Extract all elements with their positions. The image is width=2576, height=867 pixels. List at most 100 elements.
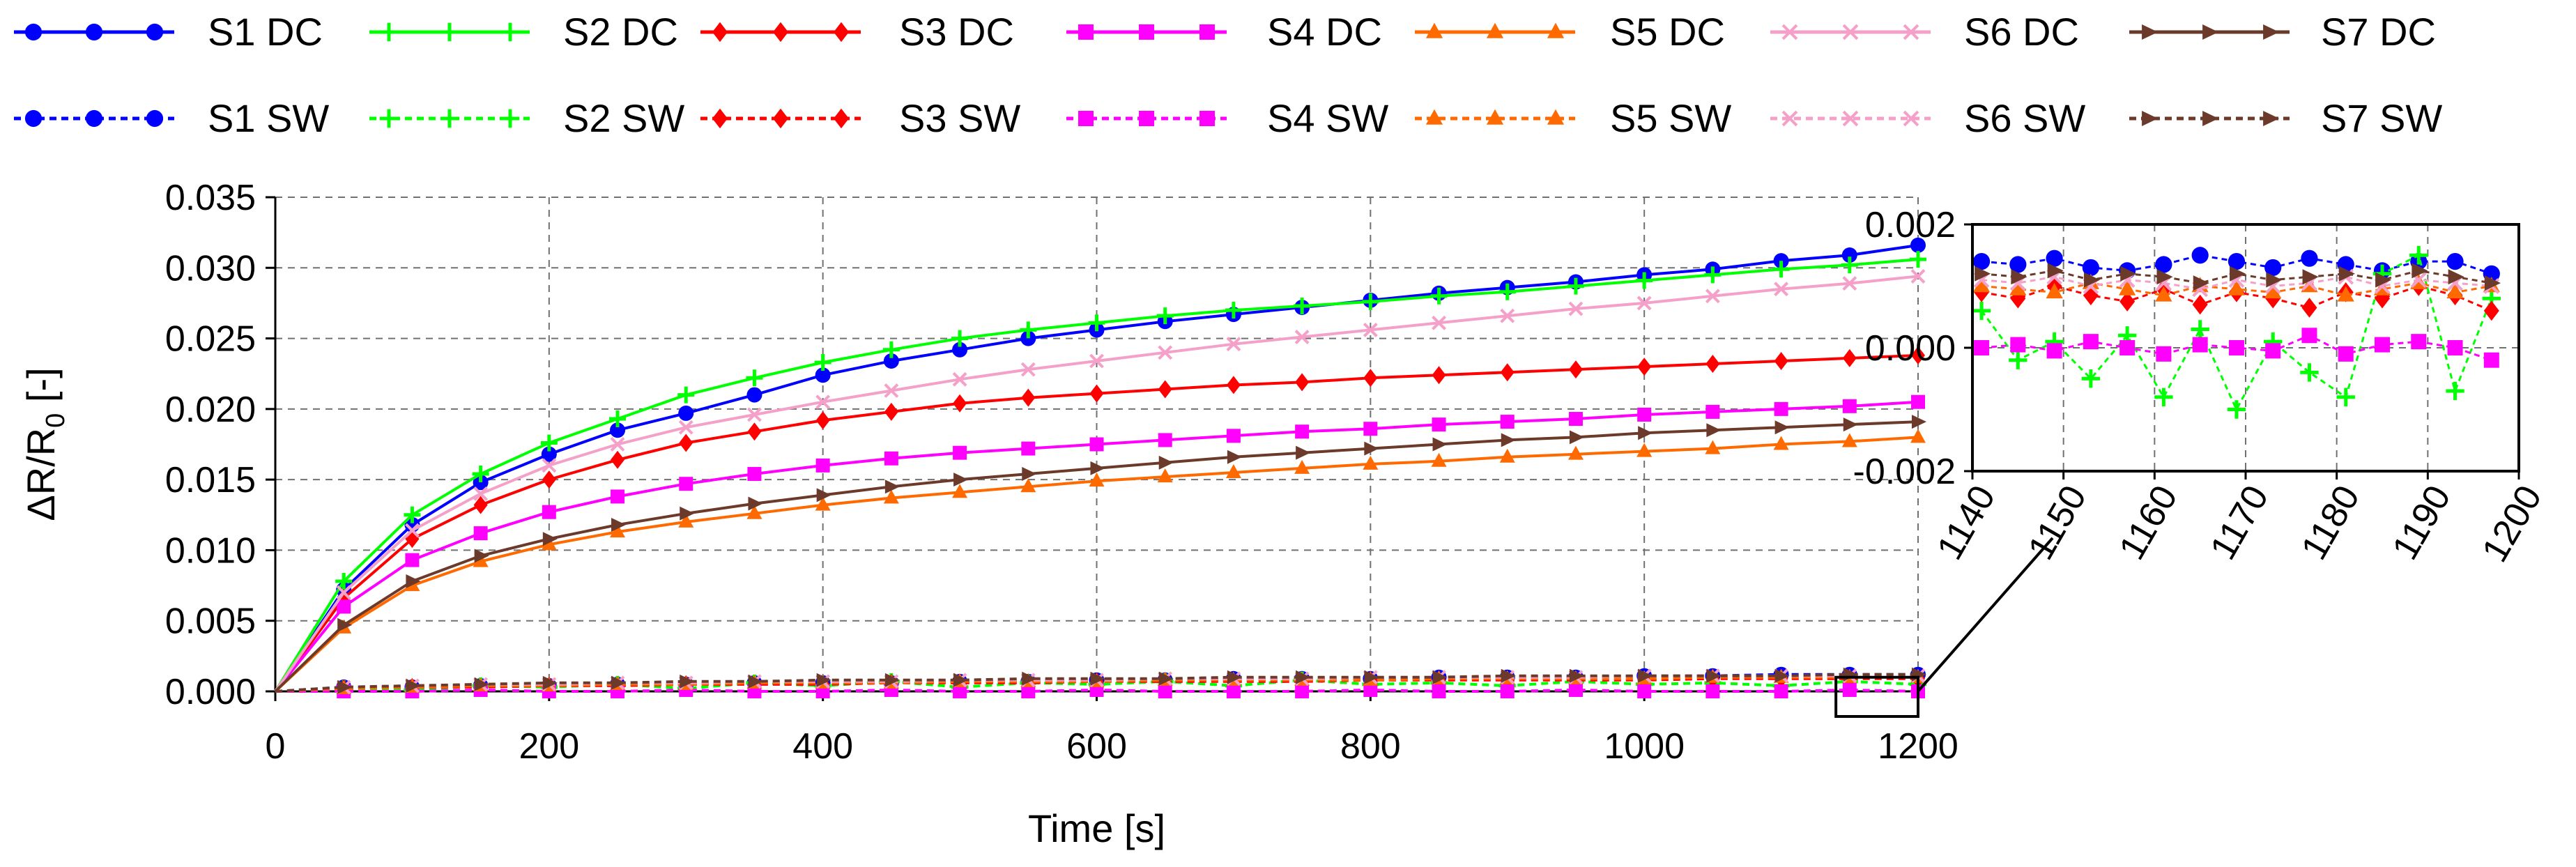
inset-series-line-s2-sw	[1980, 254, 2493, 412]
legend-entry-s1-sw: S1 SW	[14, 96, 329, 140]
legend-marker-s7-dc-1	[2202, 24, 2219, 40]
legend-marker-s1-sw-1	[85, 109, 103, 128]
point-s7-sw-200	[542, 675, 558, 690]
point-s7-sw-550	[1022, 671, 1037, 686]
point-s6-dc-950	[1568, 301, 1584, 316]
inset-point-s7-sw-1153	[2083, 272, 2101, 288]
point-s6-dc-1050	[1705, 289, 1720, 304]
y-tick-label: 0.010	[165, 530, 256, 571]
point-s1-dc-550	[1020, 330, 1036, 346]
legend-label-s3-sw: S3 SW	[899, 96, 1020, 140]
point-s2-dc-350	[746, 369, 763, 387]
point-s4-sw-1100	[1774, 684, 1788, 698]
inset-point-s3-sw-1141	[1974, 282, 1990, 302]
legend-marker-s5-dc-0	[1425, 22, 1443, 38]
point-s4-dc-350	[747, 467, 762, 482]
legend-marker-s6-dc-2	[1903, 24, 1919, 40]
point-s5-dc-800	[1363, 455, 1379, 470]
legend-marker-s7-sw-1	[2202, 111, 2219, 126]
legend-entry-s5-dc: S5 DC	[1415, 10, 1725, 54]
legend-marker-s7-dc-0	[2142, 24, 2159, 40]
inset-point-s2-sw-1193	[2446, 381, 2464, 401]
point-s3-dc-500	[953, 394, 967, 413]
point-s3-dc-200	[542, 470, 556, 489]
point-s7-sw-150	[474, 677, 489, 691]
legend-marker-s1-sw-0	[24, 109, 43, 128]
legend-marker-s5-dc-1	[1486, 22, 1504, 38]
y-tick-label: 0.015	[165, 460, 256, 500]
point-s2-dc-1200	[1910, 251, 1926, 268]
inset-point-s7-sw-1193	[2448, 269, 2464, 285]
inset-point-s4-sw-1169	[2228, 340, 2244, 355]
legend-marker-s5-dc-2	[1547, 22, 1565, 38]
inset-point-s7-sw-1185	[2375, 272, 2392, 288]
inset-y-tick-label: 0.000	[1865, 328, 1956, 369]
point-s7-sw-1100	[1774, 668, 1790, 683]
point-s7-dc-550	[1022, 467, 1037, 482]
point-s4-sw-1050	[1705, 684, 1720, 698]
point-s7-sw-100	[406, 678, 421, 693]
point-s7-dc-150	[474, 548, 489, 563]
point-s2-dc-450	[882, 341, 900, 358]
point-s5-dc-950	[1567, 445, 1584, 460]
inset-point-s5-sw-1169	[2228, 279, 2246, 296]
point-s6-dc-100	[405, 523, 420, 538]
zoom-connector-line	[1917, 537, 2054, 693]
y-axis-title: ΔR/R0 [-]	[19, 367, 70, 521]
point-s7-dc-900	[1501, 433, 1516, 447]
legend-marker-s6-sw-1	[1842, 110, 1859, 127]
series-s4-dc	[274, 394, 1925, 693]
inset-point-s4-sw-1141	[1974, 340, 1990, 355]
point-s7-dc-500	[953, 473, 969, 487]
point-s3-dc-550	[1021, 388, 1036, 407]
point-s6-dc-250	[610, 437, 625, 452]
point-s1-dc-150	[473, 475, 489, 491]
point-s5-dc-250	[610, 523, 626, 538]
point-s4-sw-650	[1158, 684, 1172, 698]
y-axis-title-main: ΔR/R	[19, 428, 63, 521]
point-s4-dc-700	[1226, 429, 1241, 443]
inset-point-s3-sw-1157	[2119, 291, 2136, 312]
point-s7-sw-450	[884, 673, 900, 687]
legend-marker-s1-dc-2	[146, 23, 164, 41]
point-s1-dc-350	[746, 387, 762, 403]
inset-point-s5-sw-1181	[2337, 286, 2354, 302]
inset-point-s2-sw-1145	[2009, 351, 2027, 369]
point-s6-dc-650	[1158, 345, 1173, 360]
point-s7-dc-1100	[1774, 420, 1790, 435]
point-s7-sw-950	[1569, 668, 1584, 683]
inset-point-s4-sw-1193	[2447, 340, 2463, 355]
point-s7-dc-850	[1432, 437, 1448, 452]
point-s5-dc-350	[746, 505, 762, 519]
point-s6-dc-550	[1020, 362, 1036, 377]
point-s1-dc-1150	[1841, 247, 1857, 263]
point-s4-sw-850	[1432, 684, 1446, 698]
inset-x-tick-label: 1150	[2021, 479, 2094, 567]
point-s3-dc-1050	[1705, 355, 1720, 374]
series-s5-dc	[274, 429, 1926, 693]
point-s7-sw-300	[680, 674, 695, 689]
point-s7-dc-950	[1569, 430, 1584, 445]
point-s2-dc-200	[540, 434, 558, 452]
inset-point-s5-sw-1173	[2264, 283, 2282, 299]
inset-point-s5-sw-1145	[2009, 279, 2027, 296]
point-s4-sw-1000	[1637, 684, 1652, 698]
inset-point-s5-sw-1149	[2046, 283, 2063, 299]
point-s7-dc-300	[680, 506, 695, 521]
legend-label-s5-dc: S5 DC	[1610, 10, 1725, 54]
inset-point-s2-sw-1153	[2081, 369, 2101, 388]
point-s1-dc-300	[678, 405, 694, 421]
point-s1-dc-450	[883, 353, 899, 369]
point-s5-dc-150	[473, 553, 489, 567]
point-s6-dc-450	[884, 383, 899, 398]
inset-point-s4-sw-1189	[2411, 334, 2427, 350]
legend-marker-s3-dc-2	[834, 22, 849, 43]
point-s5-dc-550	[1020, 478, 1036, 493]
legend-marker-s7-dc-2	[2263, 24, 2280, 40]
point-s5-dc-400	[815, 496, 831, 511]
inset-point-s7-sw-1173	[2266, 272, 2283, 288]
point-s6-dc-300	[678, 420, 693, 435]
inset-point-s1-sw-1145	[2009, 256, 2027, 273]
inset-series-s7-sw	[1975, 263, 2501, 291]
point-s5-dc-1100	[1773, 436, 1789, 450]
